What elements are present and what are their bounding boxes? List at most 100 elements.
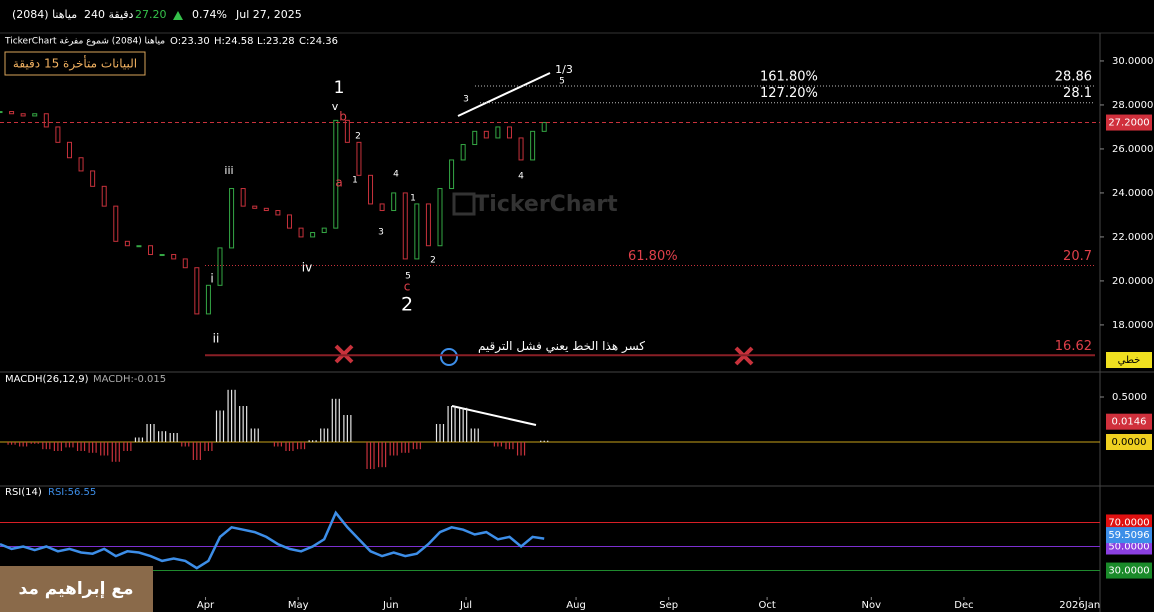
candle [518, 137, 524, 161]
y-tick-label: 24.0000 [1112, 188, 1153, 199]
panel-value: RSI:56.55 [48, 487, 96, 498]
wave-label: iii [224, 164, 233, 177]
wave-label: 3 [463, 95, 469, 105]
x-tick-label: May [288, 600, 309, 611]
candle [368, 174, 374, 205]
wave-label: 1 [352, 176, 358, 186]
change: 0.74% [192, 8, 227, 21]
candle [194, 267, 200, 315]
last-price-label-box [1106, 114, 1152, 131]
date: Jul 27, 2025 [235, 8, 302, 21]
watermark: TickerChart [474, 192, 618, 217]
wave-label: 1 [334, 78, 345, 98]
candle [205, 284, 211, 315]
level-label: 70.0000 [1108, 517, 1149, 528]
candle [483, 130, 489, 139]
last-value-label: 59.5096 [1108, 530, 1149, 541]
style-box [1106, 352, 1152, 368]
y-tick-label: 0.5000 [1112, 392, 1147, 403]
candle [379, 203, 385, 212]
candle [78, 157, 84, 172]
candle [20, 113, 26, 117]
wave-label: 2 [355, 132, 361, 142]
x-tick-label: Jul [459, 600, 472, 611]
wave-label: c [404, 280, 411, 294]
x-tick-label: Jun [382, 600, 399, 611]
x-tick-label: Nov [862, 600, 882, 611]
candle [344, 119, 350, 143]
candle [55, 126, 61, 143]
last-value-label: 0.0146 [1112, 417, 1147, 428]
wave-label: a [335, 176, 342, 190]
symbol: مياهنا (2084) [12, 8, 77, 21]
zero-label-box [1106, 433, 1152, 450]
candle [252, 205, 258, 209]
candle [43, 113, 49, 128]
candle [263, 207, 269, 212]
rsi-line [0, 510, 545, 570]
candle [148, 245, 154, 256]
wave-label: 3 [378, 228, 384, 238]
author: مع إبراهيم مد [19, 579, 134, 599]
wave-label: b [339, 110, 347, 124]
wave-label: ii [213, 332, 220, 346]
last-value-label-box [1106, 413, 1152, 430]
y-tick-label: 18.0000 [1112, 320, 1153, 331]
delay-note: البيانات متأخرة 15 دقيقة [13, 55, 137, 72]
candle [449, 159, 455, 190]
candle [321, 227, 327, 234]
candle [32, 113, 38, 117]
candle [495, 126, 501, 139]
wave-label: v [332, 100, 339, 113]
candle [333, 119, 339, 229]
zero-label: 0.0000 [1112, 437, 1147, 448]
candle [240, 188, 246, 207]
candle [171, 254, 177, 260]
candle [182, 258, 188, 269]
y-tick-label: 26.0000 [1112, 144, 1153, 155]
wave-label: 4 [393, 170, 399, 180]
candle [9, 111, 15, 115]
interval: 240 دقيقة [84, 8, 134, 21]
level-label-box [1106, 514, 1152, 531]
candle [275, 210, 281, 216]
candle [136, 245, 142, 248]
divergence-line [451, 405, 537, 426]
level-label: 50.0000 [1108, 542, 1149, 553]
candle [286, 214, 292, 229]
watermark-logo [452, 192, 476, 216]
chart-label: TickerChart مياهنا (2084) شموع مفرغة [4, 37, 165, 47]
candle [0, 111, 3, 114]
wave-label: 1 [410, 194, 416, 204]
x-tick-label: Sep [659, 600, 678, 611]
ohlc-low: L:23.28 [257, 36, 295, 47]
level-ratio: 61.80% [628, 249, 678, 264]
candle [90, 170, 96, 187]
x-tick-label: Dec [954, 600, 973, 611]
wave-label: i [210, 272, 213, 286]
y-tick-label: 28.0000 [1112, 100, 1153, 111]
ohlc-high: H:24.58 [214, 36, 254, 47]
candle [310, 232, 316, 238]
wave-label: 5 [405, 272, 411, 282]
last-value-label-box [1106, 527, 1152, 544]
level-ratio: 161.80% [760, 70, 818, 85]
candle [159, 254, 165, 257]
up-arrow [173, 11, 183, 20]
candle [113, 205, 119, 242]
level-price: 20.7 [1063, 249, 1092, 264]
cross-mark [334, 344, 354, 364]
author-box [0, 566, 153, 612]
x-tick-label: Aug [566, 600, 586, 611]
y-tick-label: 20.0000 [1112, 276, 1153, 287]
x-tick-label: Oct [758, 600, 775, 611]
candle [530, 130, 536, 161]
line-style: خطي [1118, 355, 1141, 366]
delay-box [4, 51, 146, 76]
last-price-label: 27.2000 [1108, 118, 1149, 129]
candle [229, 188, 235, 249]
panel-title: MACDH(26,12,9) [5, 374, 89, 385]
level-label-box [1106, 562, 1152, 579]
